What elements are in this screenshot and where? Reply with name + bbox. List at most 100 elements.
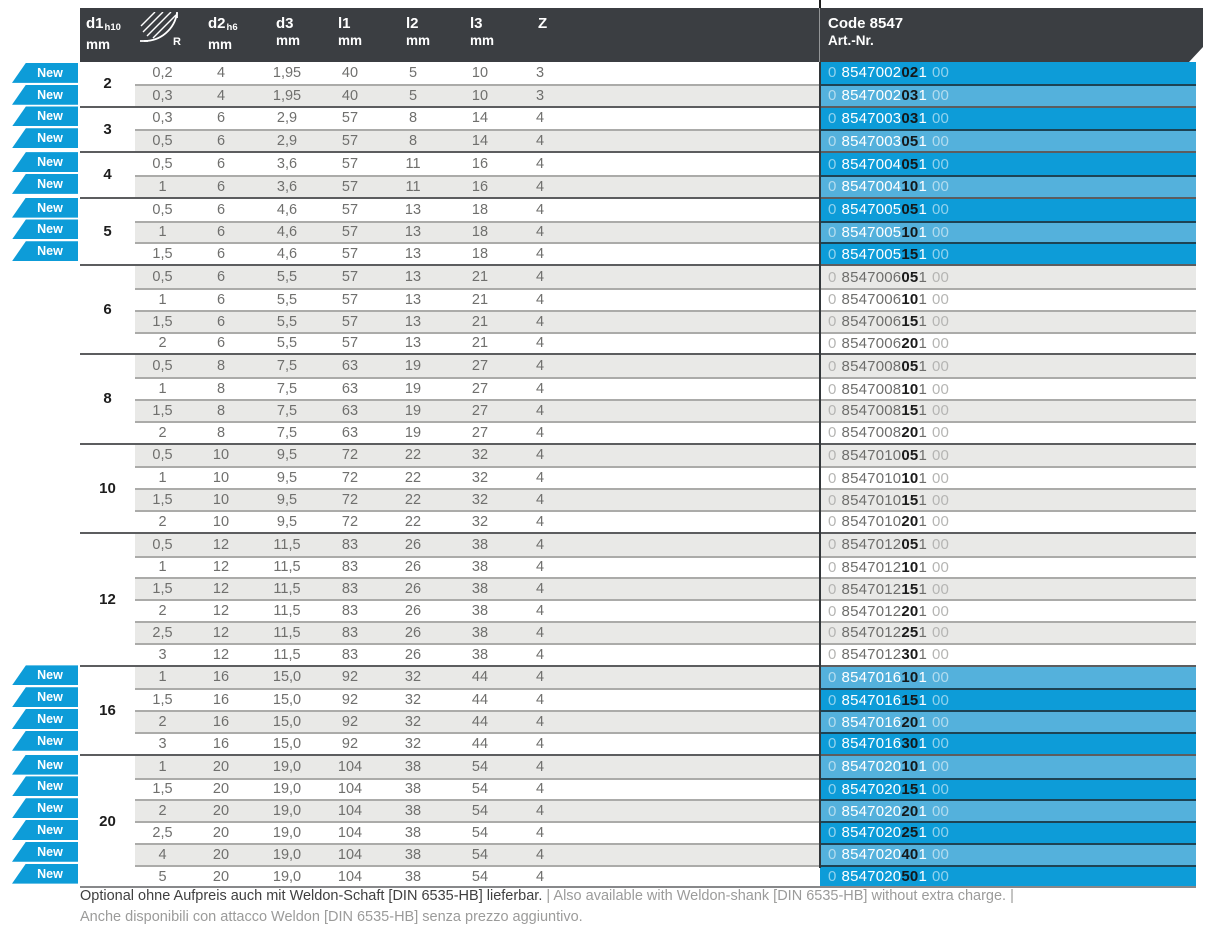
art-number-part: 0 — [828, 780, 837, 798]
d1-group-label: 20 — [80, 755, 135, 887]
art-number-part: 20 — [901, 513, 919, 531]
cell-r: 1 — [135, 377, 190, 399]
cell-z: 4 — [512, 799, 568, 822]
cell-d3: 3,6 — [252, 174, 322, 197]
cell-l2: 38 — [378, 755, 448, 778]
cell-l2: 11 — [378, 153, 448, 175]
cell-l1: 57 — [322, 198, 378, 221]
art-number-part: 1 — [918, 536, 927, 554]
badge-column: New New New New New New — [12, 754, 80, 889]
art-number-part: 0 — [828, 380, 837, 398]
badge-slot — [12, 532, 80, 554]
d1-group-label: 2 — [80, 62, 135, 106]
cell-d2: 6 — [190, 174, 252, 197]
footer-note-de: Optional ohne Aufpreis auch mit Weldon-S… — [80, 888, 543, 904]
art-number-part: 0 — [828, 602, 837, 620]
art-number-part: 0 — [828, 64, 837, 82]
cell-d3: 19,0 — [252, 842, 322, 865]
cell-d2: 6 — [190, 309, 252, 332]
cell-r: 1 — [135, 174, 190, 197]
cell-spacer — [568, 710, 820, 732]
cell-spacer — [568, 287, 820, 310]
art-number-part: 1 — [918, 580, 927, 598]
diameter-group: New New New New 16 1 16 15,0 92 32 44 4 0 8547016 10 1 0… — [12, 664, 1196, 754]
cell-l2: 38 — [378, 799, 448, 822]
cell-d3: 11,5 — [252, 555, 322, 578]
art-number-part: 00 — [931, 868, 950, 886]
cell-d2: 20 — [190, 755, 252, 778]
cell-z: 3 — [512, 62, 568, 84]
art-number-part: 1 — [918, 491, 927, 509]
art-number-part: 1 — [918, 178, 927, 196]
cell-z: 4 — [512, 198, 568, 221]
art-number-part: 05 — [901, 132, 919, 150]
art-number-part: 00 — [931, 178, 950, 196]
cell-l1: 63 — [322, 398, 378, 421]
art-number-part: 8547012 — [841, 624, 902, 642]
badge-slot — [12, 641, 80, 663]
cell-z: 4 — [512, 731, 568, 754]
art-number: 0 8547008 20 1 00 — [820, 420, 1196, 443]
art-number-part: 0 — [828, 536, 837, 554]
art-number-part: 00 — [931, 691, 950, 709]
badge-slot: New — [12, 127, 80, 149]
art-number-part: 1 — [918, 446, 927, 464]
diameter-group: 6 0,5 6 5,5 57 13 21 4 0 8547006 05 1 00 1 6 5,5 57 13 21 4… — [12, 264, 1196, 354]
badge-slot: New — [12, 151, 80, 173]
art-number-part: 0 — [828, 491, 837, 509]
diameter-group: New New 3 0,3 6 2,9 57 8 14 4 0 8547003 03 1 00 0,5 6 2,9… — [12, 105, 1196, 152]
art-number-part: 0 — [828, 223, 837, 241]
cell-l3: 18 — [448, 198, 512, 221]
art-number-part: 1 — [918, 780, 927, 798]
header-radius: R — [135, 8, 190, 62]
cell-d2: 4 — [190, 83, 252, 106]
art-number-part: 8547016 — [841, 735, 902, 753]
art-number-part: 8547016 — [841, 668, 902, 686]
cell-l2: 26 — [378, 642, 448, 665]
art-number-part: 00 — [931, 268, 950, 286]
art-number-part: 8547008 — [841, 357, 902, 375]
cell-z: 4 — [512, 220, 568, 243]
badge-slot: New — [12, 708, 80, 730]
badge-slot — [12, 464, 80, 486]
art-number-part: 50 — [901, 868, 919, 886]
cell-l2: 13 — [378, 287, 448, 310]
art-number-part: 0 — [828, 132, 837, 150]
d1-group-label: 3 — [80, 107, 135, 152]
art-number-part: 1 — [918, 735, 927, 753]
table-row: 2,5 20 19,0 104 38 54 4 0 8547020 25 1 00 — [135, 821, 1196, 843]
cell-spacer — [568, 466, 820, 489]
diameter-group: 10 0,5 10 9,5 72 22 32 4 0 8547010 05 1 00 1 10 9,5 72 22… — [12, 442, 1196, 532]
art-number-part: 05 — [901, 155, 919, 173]
cell-r: 1 — [135, 555, 190, 578]
table-row: 0,5 6 4,6 57 13 18 4 0 8547005 05 1 00 — [135, 198, 1196, 221]
diameter-group: 8 0,5 8 7,5 63 19 27 4 0 8547008 05 1 00 1 8 7,5 63 19 27 4… — [12, 353, 1196, 443]
cell-r: 0,2 — [135, 62, 190, 84]
cell-d2: 16 — [190, 688, 252, 711]
cell-l2: 38 — [378, 864, 448, 887]
art-number-part: 1 — [918, 868, 927, 886]
art-number-part: 8547016 — [841, 691, 902, 709]
art-number-part: 00 — [931, 713, 950, 731]
cell-r: 1,5 — [135, 688, 190, 711]
cell-d2: 10 — [190, 444, 252, 467]
cell-l2: 8 — [378, 129, 448, 152]
header-l2-unit: mm — [406, 33, 431, 48]
art-number: 0 8547012 30 1 00 — [820, 642, 1196, 665]
new-badge: New — [12, 84, 78, 105]
art-number-part: 0 — [828, 580, 837, 598]
cell-l3: 32 — [448, 509, 512, 532]
art-number-part: 00 — [931, 109, 950, 127]
badge-slot: New — [12, 776, 80, 798]
art-number-part: 00 — [931, 357, 950, 375]
cell-z: 4 — [512, 642, 568, 665]
cell-d3: 7,5 — [252, 398, 322, 421]
header-d3-unit: mm — [276, 33, 301, 48]
art-number-part: 8547002 — [841, 87, 902, 105]
art-number-part: 8547016 — [841, 713, 902, 731]
art-number-part: 8547020 — [841, 758, 902, 776]
art-number-part: 20 — [901, 802, 919, 820]
art-number-part: 8547012 — [841, 602, 902, 620]
cell-spacer — [568, 666, 820, 689]
header-z-label: Z — [538, 15, 548, 32]
